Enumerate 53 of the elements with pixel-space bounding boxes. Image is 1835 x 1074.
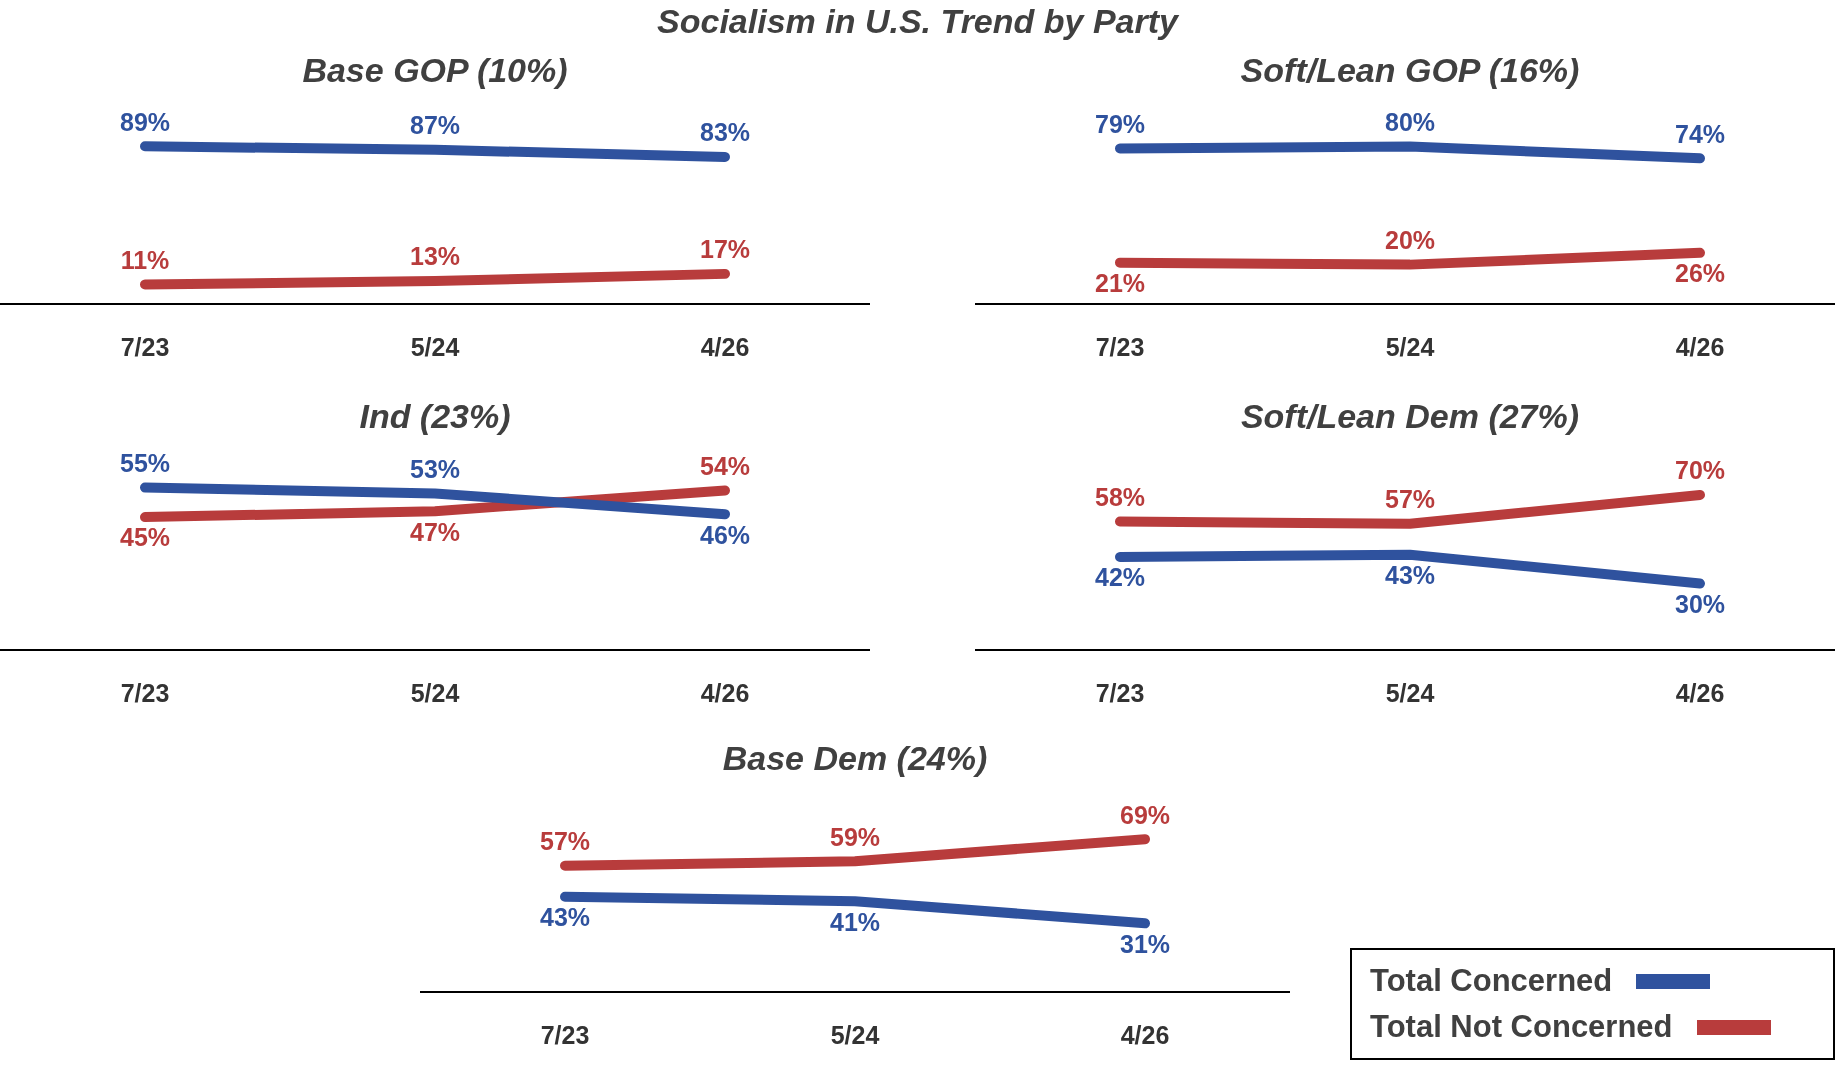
data-label: 59%: [829, 822, 881, 851]
data-label: 83%: [699, 118, 751, 147]
x-tick-label: 7/23: [1095, 332, 1145, 361]
x-tick-label: 5/24: [410, 678, 460, 707]
data-label: 26%: [1674, 259, 1726, 288]
data-label: 80%: [1384, 107, 1436, 136]
chart-title: Ind (23%): [359, 396, 511, 435]
x-tick-label: 5/24: [1385, 678, 1435, 707]
x-tick-label: 4/26: [1675, 332, 1725, 361]
data-label: 41%: [829, 907, 881, 936]
data-label: 43%: [539, 903, 591, 932]
x-tick-label: 4/26: [1675, 678, 1725, 707]
data-label: 42%: [1094, 563, 1146, 592]
x-tick-label: 5/24: [830, 1020, 880, 1049]
data-label: 57%: [539, 827, 591, 856]
chart-title: Base GOP (10%): [302, 50, 568, 89]
data-label: 45%: [119, 523, 171, 552]
x-tick-label: 7/23: [120, 678, 170, 707]
data-label: 43%: [1384, 561, 1436, 590]
text: Socialism in U.S. Trend by Party: [656, 2, 1180, 41]
data-label: 20%: [1384, 226, 1436, 255]
data-label: 30%: [1674, 589, 1726, 618]
data-label: 58%: [1094, 482, 1146, 511]
x-tick-label: 4/26: [700, 332, 750, 361]
x-tick-label: 5/24: [410, 332, 460, 361]
data-label: 87%: [409, 111, 461, 140]
data-label: 89%: [119, 107, 171, 136]
data-label: 79%: [1094, 109, 1146, 138]
data-label: 17%: [699, 235, 751, 264]
data-label: 54%: [699, 451, 751, 480]
data-label: 69%: [1119, 800, 1171, 829]
data-label: 70%: [1674, 456, 1726, 485]
x-tick-label: 4/26: [700, 678, 750, 707]
chart-title: Soft/Lean Dem (27%): [1240, 396, 1580, 435]
data-label: 74%: [1674, 119, 1726, 148]
x-tick-label: 4/26: [1120, 1020, 1170, 1049]
data-label: 11%: [120, 245, 170, 274]
x-tick-label: 7/23: [120, 332, 170, 361]
data-label: 31%: [1119, 929, 1171, 958]
data-label: 47%: [409, 517, 461, 546]
x-tick-label: 7/23: [540, 1020, 590, 1049]
data-label: 57%: [1384, 485, 1436, 514]
legend-label: Total Concerned: [1370, 963, 1613, 999]
data-label: 21%: [1094, 269, 1146, 298]
chart-title: Base Dem (24%): [722, 738, 988, 777]
data-label: 46%: [699, 520, 751, 549]
chart-title: Soft/Lean GOP (16%): [1240, 50, 1580, 89]
data-label: 53%: [409, 454, 461, 483]
data-label: 13%: [409, 242, 461, 271]
data-label: 55%: [119, 448, 171, 477]
legend-label: Total Not Concerned: [1370, 1009, 1673, 1045]
x-tick-label: 7/23: [1095, 678, 1145, 707]
x-tick-label: 5/24: [1385, 332, 1435, 361]
